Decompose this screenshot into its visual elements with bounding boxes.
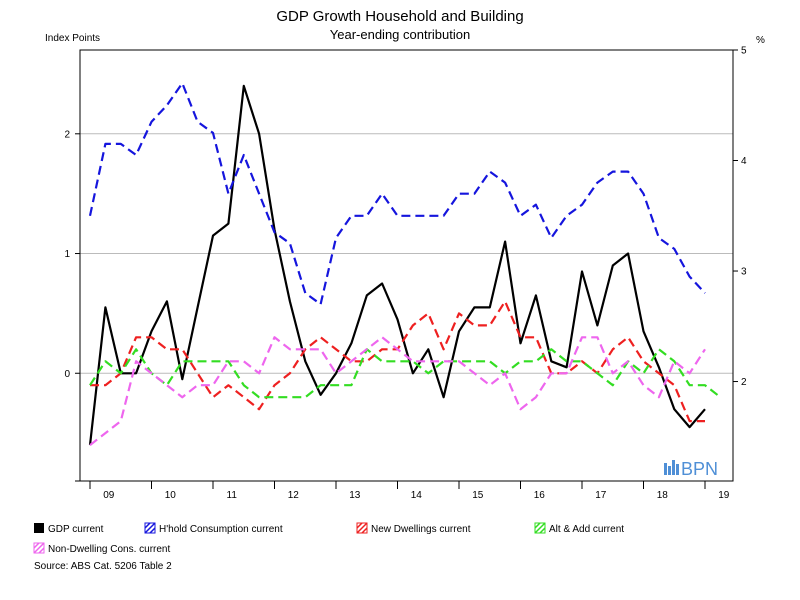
legend-swatch-hatch [149,527,156,534]
legend-item: Non-Dwelling Cons. current [33,542,170,555]
x-tick-label: 10 [165,490,177,501]
left-tick-label: 2 [64,129,70,140]
legend-swatch-hatch [38,547,45,554]
legend-item: Alt & Add current [534,522,624,535]
right-axis-label: % [756,35,765,46]
watermark-text: BPN [681,459,718,479]
series-line [88,84,706,446]
right-tick-label: 4 [741,156,747,167]
legend-item: New Dwellings current [356,522,471,535]
left-axis: 0 1 2 [64,129,80,482]
left-tick-label: 0 [64,369,70,380]
legend-label: Non-Dwelling Cons. current [48,544,170,555]
series-line [89,336,706,446]
x-tick-label: 18 [657,490,669,501]
x-tick-label: 12 [288,490,300,501]
legend: GDP current H'hold Consumption current New… [33,522,624,555]
legend-swatch-hatch [144,522,151,529]
left-axis-label: Index Points [45,33,100,44]
right-tick-label: 2 [741,377,747,388]
x-axis: 09 10 11 12 13 14 15 16 17 18 19 [89,481,730,501]
right-tick-label: 5 [741,46,747,57]
bpn-watermark: BPN [664,459,718,479]
plot-frame [79,49,734,482]
source-note: Source: ABS Cat. 5206 Table 2 [34,561,172,572]
legend-label: H'hold Consumption current [159,524,283,535]
series-line [89,348,722,399]
x-tick-label: 13 [349,490,361,501]
legend-item: GDP current [34,523,104,535]
legend-swatch [34,523,44,533]
left-tick-label: 1 [64,249,70,260]
legend-label: New Dwellings current [371,524,471,535]
x-tick-label: 11 [227,490,238,501]
right-axis: 2 3 4 5 [733,46,747,388]
legend-swatch-hatch [539,527,546,534]
legend-swatch-hatch [534,522,546,534]
legend-swatch-hatch [33,542,40,549]
x-tick-label: 15 [472,490,484,501]
x-tick-label: 19 [718,490,730,501]
legend-swatch-hatch [33,542,45,554]
legend-item: H'hold Consumption current [144,522,283,535]
chart-subtitle: Year-ending contribution [330,27,470,42]
series-lines [88,82,722,446]
x-tick-label: 17 [595,490,607,501]
legend-swatch-hatch [361,527,368,534]
legend-label: GDP current [48,524,104,535]
legend-swatch-hatch [356,522,363,529]
x-tick-label: 14 [411,490,423,501]
chart-title: GDP Growth Household and Building [276,8,523,25]
legend-label: Alt & Add current [549,524,624,535]
series-line [88,82,706,306]
legend-swatch-hatch [356,522,368,534]
x-tick-label: 09 [103,490,115,501]
right-tick-label: 3 [741,267,747,278]
legend-swatch-hatch [144,522,156,534]
gridlines [80,133,733,374]
x-tick-label: 16 [534,490,546,501]
legend-swatch-hatch [534,522,541,529]
